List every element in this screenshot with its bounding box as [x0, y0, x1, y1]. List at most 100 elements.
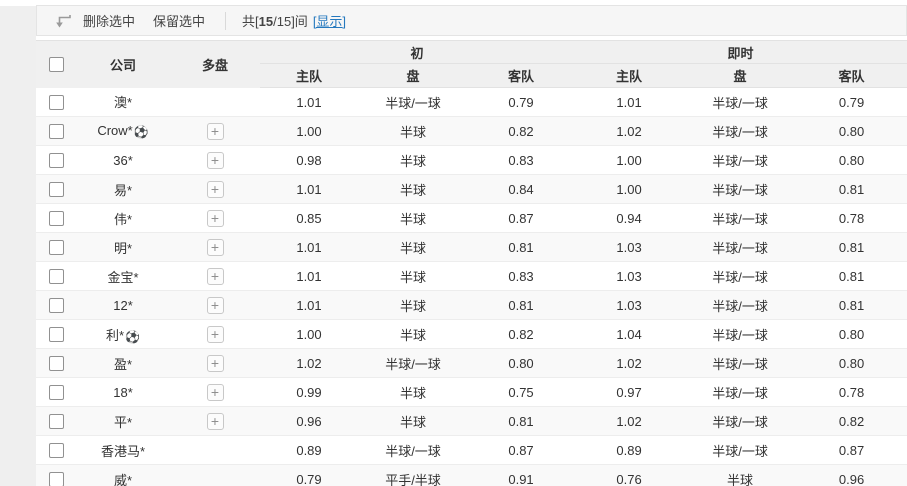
live-away-odds: 0.80	[796, 145, 907, 175]
live-away-odds: 0.78	[796, 377, 907, 407]
column-header-initial-away: 客队	[468, 63, 575, 88]
multi-odds-cell: +	[170, 145, 260, 175]
initial-away-odds: 0.81	[468, 232, 575, 262]
initial-home-odds: 0.98	[260, 145, 358, 175]
expand-odds-button[interactable]: +	[206, 354, 224, 372]
company-name: 平*	[76, 406, 170, 436]
live-away-odds: 0.82	[796, 406, 907, 436]
initial-home-odds: 0.89	[260, 435, 358, 465]
expand-odds-button[interactable]: +	[206, 209, 224, 227]
row-checkbox[interactable]	[48, 472, 64, 486]
row-checkbox[interactable]	[48, 298, 64, 314]
multi-odds-cell: +	[170, 290, 260, 320]
row-checkbox[interactable]	[48, 269, 64, 285]
initial-away-odds: 0.79	[468, 87, 575, 117]
row-checkbox[interactable]	[48, 443, 64, 459]
company-name: Crow*⚽	[76, 116, 170, 146]
row-checkbox[interactable]	[48, 240, 64, 256]
row-checkbox[interactable]	[48, 211, 64, 227]
row-checkbox[interactable]	[48, 385, 64, 401]
initial-away-odds: 0.84	[468, 174, 575, 204]
row-checkbox[interactable]	[48, 94, 64, 110]
live-handicap: 半球/一球	[684, 116, 797, 146]
live-handicap: 半球/一球	[684, 348, 797, 378]
initial-home-odds: 0.79	[260, 464, 358, 486]
selected-count: 15	[258, 14, 274, 29]
live-handicap: 半球/一球	[684, 145, 797, 175]
initial-handicap: 半球/一球	[358, 348, 468, 378]
company-name: 利*⚽	[76, 319, 170, 349]
company-name: 伟*	[76, 203, 170, 233]
initial-home-odds: 1.01	[260, 87, 358, 117]
company-name: 18*	[76, 377, 170, 407]
row-checkbox[interactable]	[48, 124, 64, 140]
initial-home-odds: 1.00	[260, 319, 358, 349]
live-handicap: 半球/一球	[684, 261, 797, 291]
initial-handicap: 半球	[358, 203, 468, 233]
table-row: 金宝* +1.01 半球 0.83 1.03 半球/一球 0.81	[36, 261, 907, 291]
expand-odds-button[interactable]: +	[206, 325, 224, 343]
live-away-odds: 0.78	[796, 203, 907, 233]
live-handicap: 半球/一球	[684, 290, 797, 320]
expand-odds-button[interactable]: +	[206, 296, 224, 314]
initial-handicap: 半球	[358, 232, 468, 262]
expand-odds-button[interactable]: +	[206, 383, 224, 401]
live-home-odds: 1.02	[574, 406, 685, 436]
live-handicap: 半球/一球	[684, 87, 797, 117]
column-header-live-handicap: 盘	[684, 63, 797, 88]
initial-home-odds: 1.00	[260, 116, 358, 146]
row-checkbox[interactable]	[48, 414, 64, 430]
live-home-odds: 1.00	[574, 145, 685, 175]
row-checkbox[interactable]	[48, 153, 64, 169]
live-handicap: 半球/一球	[684, 319, 797, 349]
table-row: 平* +0.96 半球 0.81 1.02 半球/一球 0.82	[36, 406, 907, 436]
live-handicap: 半球/一球	[684, 435, 797, 465]
row-checkbox[interactable]	[48, 356, 64, 372]
live-home-odds: 1.03	[574, 290, 685, 320]
live-handicap: 半球/一球	[684, 232, 797, 262]
expand-odds-button[interactable]: +	[206, 412, 224, 430]
company-name: 明*	[76, 232, 170, 262]
expand-odds-button[interactable]: +	[206, 122, 224, 140]
live-away-odds: 0.87	[796, 435, 907, 465]
delete-selected-button[interactable]: 删除选中	[83, 14, 136, 29]
initial-away-odds: 0.83	[468, 261, 575, 291]
company-name: 易*	[76, 174, 170, 204]
toolbar-divider	[225, 11, 227, 30]
expand-odds-button[interactable]: +	[206, 180, 224, 198]
soccer-ball-icon: ⚽	[125, 329, 140, 344]
soccer-ball-icon: ⚽	[133, 125, 149, 139]
toolbar: 删除选中 保留选中 共[15/15]间 [显示]	[36, 5, 907, 36]
table-row: 香港马* 0.89 半球/一球 0.87 0.89 半球/一球 0.87	[36, 435, 907, 465]
live-home-odds: 0.76	[574, 464, 685, 486]
live-home-odds: 1.03	[574, 232, 685, 262]
row-checkbox-cell	[36, 290, 76, 320]
live-away-odds: 0.81	[796, 174, 907, 204]
row-checkbox-cell	[36, 348, 76, 378]
row-checkbox[interactable]	[48, 327, 64, 343]
row-checkbox[interactable]	[48, 182, 64, 198]
initial-home-odds: 0.85	[260, 203, 358, 233]
table-row: 伟* +0.85 半球 0.87 0.94 半球/一球 0.78	[36, 203, 907, 233]
company-name: 12*	[76, 290, 170, 320]
expand-odds-button[interactable]: +	[206, 267, 224, 285]
corner-arrow-icon	[53, 12, 73, 30]
table-row: 利*⚽ +1.00 半球 0.82 1.04 半球/一球 0.80	[36, 319, 907, 349]
company-name: 盈*	[76, 348, 170, 378]
initial-home-odds: 1.01	[260, 232, 358, 262]
multi-odds-cell: +	[170, 232, 260, 262]
initial-home-odds: 1.01	[260, 174, 358, 204]
select-all-checkbox[interactable]	[48, 57, 64, 73]
keep-selected-button[interactable]: 保留选中	[153, 14, 206, 29]
initial-home-odds: 1.02	[260, 348, 358, 378]
show-link[interactable]: [显示]	[312, 14, 347, 29]
multi-odds-cell: +	[170, 261, 260, 291]
expand-odds-button[interactable]: +	[206, 151, 224, 169]
row-checkbox-cell	[36, 319, 76, 349]
expand-odds-button[interactable]: +	[206, 238, 224, 256]
row-checkbox-cell	[36, 87, 76, 117]
page-left-margin	[0, 6, 36, 486]
column-header-live-away: 客队	[796, 63, 907, 88]
initial-away-odds: 0.83	[468, 145, 575, 175]
company-name: 36*	[76, 145, 170, 175]
